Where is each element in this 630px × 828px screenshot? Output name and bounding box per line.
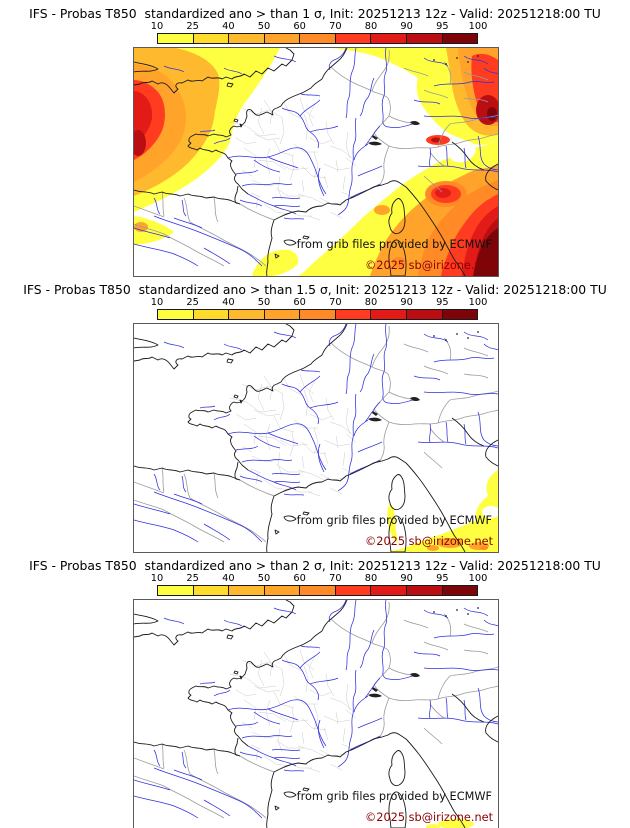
colorbar-tick: 10	[150, 21, 164, 32]
colorbar-segment	[228, 586, 264, 595]
colorbar-segment	[158, 34, 193, 43]
colorbar-segment	[192, 586, 229, 595]
colorbar-tick: 100	[468, 21, 488, 32]
map-sigma1: from grib files provided by ECMWF ©2025 …	[133, 47, 499, 277]
colorbar-tick: 95	[436, 297, 449, 308]
probability-shading-sigma2	[426, 819, 474, 828]
colorbar-tick: 25	[186, 21, 199, 32]
colorbar-ticks: 10 25 40 50 60 70 80 90 95 100	[151, 297, 488, 308]
colorbar-segment	[370, 34, 406, 43]
colorbar-tick: 80	[364, 573, 378, 584]
colorbar-segment	[334, 310, 371, 319]
data-credit: from grib files provided by ECMWF	[296, 238, 492, 251]
colorbar-segment	[192, 34, 229, 43]
colorbar: 10 25 40 50 60 70 80 90 95 100	[151, 573, 488, 596]
colorbar-segment	[158, 310, 193, 319]
colorbar-segment	[263, 586, 300, 595]
colorbar-segment	[441, 34, 478, 43]
copyright: ©2025 sb@irizone.net	[365, 259, 493, 272]
panel-sigma2: IFS - Probas T850 standardized ano > tha…	[0, 552, 630, 828]
colorbar-tick: 40	[222, 573, 235, 584]
colorbar-segment	[192, 310, 229, 319]
colorbar-tick: 25	[186, 297, 199, 308]
colorbar-bar	[157, 33, 478, 44]
data-credit: from grib files provided by ECMWF	[296, 790, 492, 803]
colorbar-segment	[158, 586, 193, 595]
colorbar-segment	[370, 310, 406, 319]
panel-sigma1: IFS - Probas T850 standardized ano > tha…	[0, 0, 630, 277]
colorbar-segment	[441, 586, 478, 595]
panel-title: IFS - Probas T850 standardized ano > tha…	[29, 558, 601, 573]
panel-title: IFS - Probas T850 standardized ano > tha…	[23, 282, 607, 297]
panel-title: IFS - Probas T850 standardized ano > tha…	[29, 6, 601, 21]
colorbar-tick: 60	[293, 297, 306, 308]
colorbar-segment	[263, 310, 300, 319]
colorbar-segment	[370, 586, 406, 595]
colorbar-segment	[405, 34, 442, 43]
colorbar-bar	[157, 585, 478, 596]
map-sigma1-5: from grib files provided by ECMWF ©2025 …	[133, 323, 499, 553]
colorbar-tick: 50	[257, 573, 271, 584]
colorbar-tick: 70	[329, 21, 342, 32]
colorbar-segment	[299, 34, 335, 43]
colorbar-tick: 80	[364, 297, 378, 308]
colorbar-segment	[228, 34, 264, 43]
colorbar-segment	[263, 34, 300, 43]
colorbar-segment	[441, 310, 478, 319]
colorbar-tick: 90	[400, 573, 413, 584]
colorbar-tick: 95	[436, 21, 449, 32]
colorbar-tick: 90	[400, 21, 413, 32]
colorbar-tick: 10	[150, 297, 164, 308]
colorbar-tick: 60	[293, 21, 306, 32]
map-sigma2: from grib files provided by ECMWF ©2025 …	[133, 599, 499, 828]
data-credit: from grib files provided by ECMWF	[296, 514, 492, 527]
colorbar-tick: 90	[400, 297, 413, 308]
colorbar-tick: 60	[293, 573, 306, 584]
colorbar-tick: 50	[257, 297, 271, 308]
colorbar-ticks: 10 25 40 50 60 70 80 90 95 100	[151, 573, 488, 584]
colorbar-segment	[228, 310, 264, 319]
colorbar-tick: 40	[222, 297, 235, 308]
colorbar-tick: 10	[150, 573, 164, 584]
colorbar-tick: 80	[364, 21, 378, 32]
colorbar-segment	[334, 34, 371, 43]
colorbar-tick: 40	[222, 21, 235, 32]
colorbar: 10 25 40 50 60 70 80 90 95 100	[151, 21, 488, 44]
colorbar-ticks: 10 25 40 50 60 70 80 90 95 100	[151, 21, 488, 32]
probability-shading-sigma1-5	[386, 470, 498, 552]
colorbar-tick: 25	[186, 573, 199, 584]
colorbar-tick: 70	[329, 297, 342, 308]
colorbar-tick: 70	[329, 573, 342, 584]
colorbar-tick: 100	[468, 573, 488, 584]
colorbar-segment	[405, 310, 442, 319]
colorbar-segment	[299, 586, 335, 595]
colorbar-tick: 95	[436, 573, 449, 584]
copyright: ©2025 sb@irizone.net	[365, 535, 493, 548]
copyright: ©2025 sb@irizone.net	[365, 811, 493, 824]
colorbar-bar	[157, 309, 478, 320]
panel-sigma1-5: IFS - Probas T850 standardized ano > tha…	[0, 276, 630, 553]
probability-shading-sigma1	[134, 48, 498, 276]
colorbar-segment	[405, 586, 442, 595]
colorbar-tick: 50	[257, 21, 271, 32]
colorbar-tick: 100	[468, 297, 488, 308]
colorbar-segment	[334, 586, 371, 595]
colorbar-segment	[299, 310, 335, 319]
colorbar: 10 25 40 50 60 70 80 90 95 100	[151, 297, 488, 320]
